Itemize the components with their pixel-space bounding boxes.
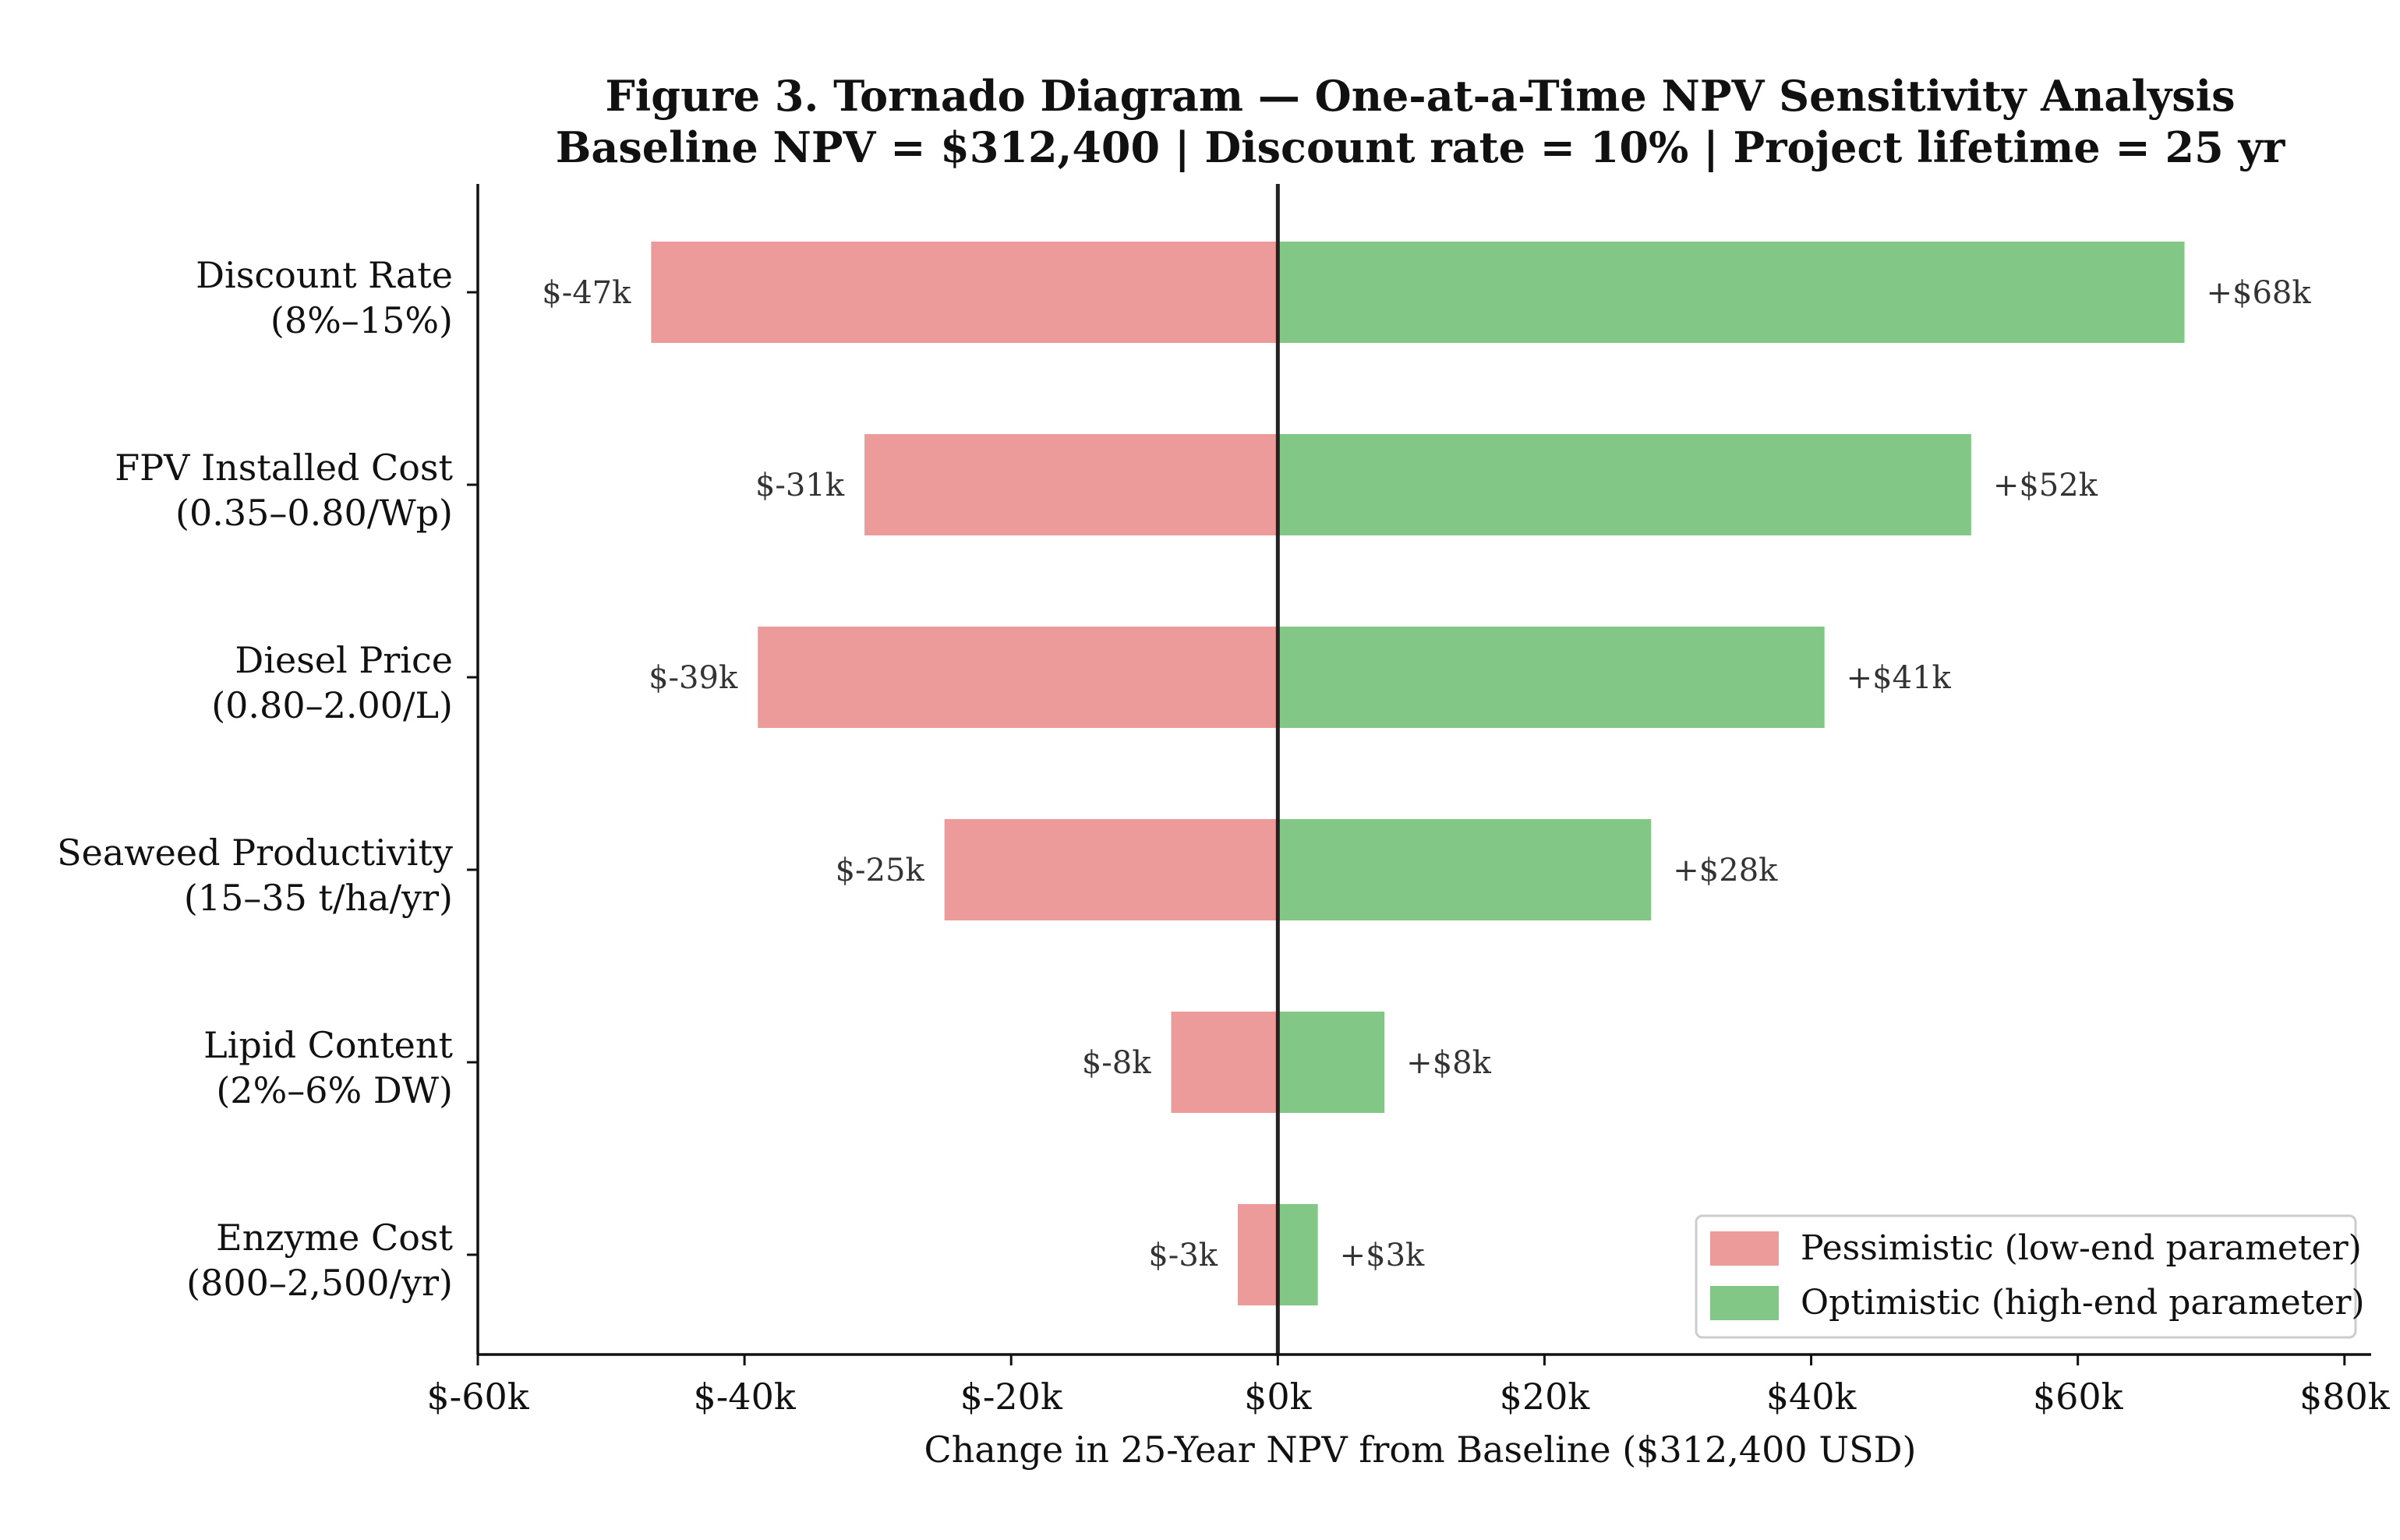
bar-optimistic-4 [1278, 819, 1652, 920]
legend: Pessimistic (low-end parameter) Optimisti… [1695, 1214, 2365, 1339]
data-label-pessimistic-5: $-8k [1082, 1045, 1151, 1081]
y-category-range: (0.35–0.80/Wp) [175, 492, 453, 534]
x-tick-label: $20k [1500, 1376, 1591, 1418]
axes-layer: $-60k $-40k $-20k $0k $20k $40k $60k $80k Discou… [57, 184, 2391, 1418]
y-category-name: FPV Installed Cost [115, 447, 453, 489]
data-label-pessimistic-2: $-31k [755, 468, 845, 503]
x-tick-label: $80k [2299, 1376, 2391, 1418]
y-category-range: (0.80–2.00/L) [211, 684, 453, 726]
bar-optimistic-1 [1278, 242, 2185, 343]
x-axis-label: Change in 25-Year NPV from Baseline ($31… [924, 1429, 1917, 1471]
bar-pessimistic-6 [1238, 1204, 1278, 1305]
y-category-name: Lipid Content [203, 1024, 453, 1066]
data-label-pessimistic-4: $-25k [836, 853, 925, 888]
x-tick-label: $0k [1244, 1376, 1313, 1418]
legend-swatch-pessimistic [1710, 1231, 1779, 1266]
x-tick-label: $-40k [694, 1376, 797, 1418]
bar-optimistic-6 [1278, 1204, 1318, 1305]
y-category-range: (800–2,500/yr) [186, 1262, 453, 1304]
data-label-optimistic-6: +$3k [1340, 1238, 1425, 1273]
y-category-range: (2%–6% DW) [216, 1069, 453, 1111]
y-category-range: (15–35 t/ha/yr) [184, 877, 453, 919]
y-category-range: (8%–15%) [270, 299, 453, 341]
data-label-optimistic-5: +$8k [1406, 1045, 1491, 1081]
legend-label-optimistic: Optimistic (high-end parameter) [1801, 1283, 2365, 1323]
data-label-pessimistic-1: $-47k [542, 275, 631, 311]
data-label-optimistic-4: +$28k [1673, 853, 1778, 888]
bar-pessimistic-1 [651, 242, 1278, 343]
bar-optimistic-5 [1278, 1012, 1385, 1113]
bar-pessimistic-4 [944, 819, 1278, 920]
bar-pessimistic-2 [864, 434, 1278, 535]
y-category-name: Discount Rate [196, 254, 453, 296]
labels-layer: $-47k $-31k $-39k $-25k $-8k $-3k +$68k +$52k +$… [542, 275, 2311, 1273]
x-tick-label: $-20k [960, 1376, 1063, 1418]
chart-title-group: Figure 3. Tornado Diagram — One-at-a-Tim… [556, 71, 2285, 173]
bars-layer [651, 242, 2185, 1305]
legend-label-pessimistic: Pessimistic (low-end parameter) [1801, 1228, 2362, 1268]
y-category-name: Diesel Price [235, 639, 453, 681]
data-label-optimistic-1: +$68k [2207, 275, 2312, 311]
bar-pessimistic-3 [758, 627, 1278, 728]
data-label-optimistic-2: +$52k [1993, 468, 2098, 503]
data-label-pessimistic-3: $-39k [649, 660, 738, 696]
bar-pessimistic-5 [1171, 1012, 1278, 1113]
chart-subtitle: Baseline NPV = $312,400 | Discount rate … [556, 122, 2285, 173]
y-category-name: Seaweed Productivity [57, 832, 453, 874]
y-category-name: Enzyme Cost [216, 1217, 453, 1259]
legend-swatch-optimistic [1710, 1286, 1779, 1320]
bar-optimistic-2 [1278, 434, 1971, 535]
data-label-pessimistic-6: $-3k [1148, 1238, 1218, 1273]
x-tick-label: $-60k [426, 1376, 529, 1418]
legend-frame [1695, 1214, 2357, 1339]
data-label-optimistic-3: +$41k [1847, 660, 1952, 696]
x-tick-label: $60k [2033, 1376, 2124, 1418]
bar-optimistic-3 [1278, 627, 1825, 728]
x-tick-label: $40k [1766, 1376, 1857, 1418]
chart-title: Figure 3. Tornado Diagram — One-at-a-Tim… [605, 71, 2235, 121]
